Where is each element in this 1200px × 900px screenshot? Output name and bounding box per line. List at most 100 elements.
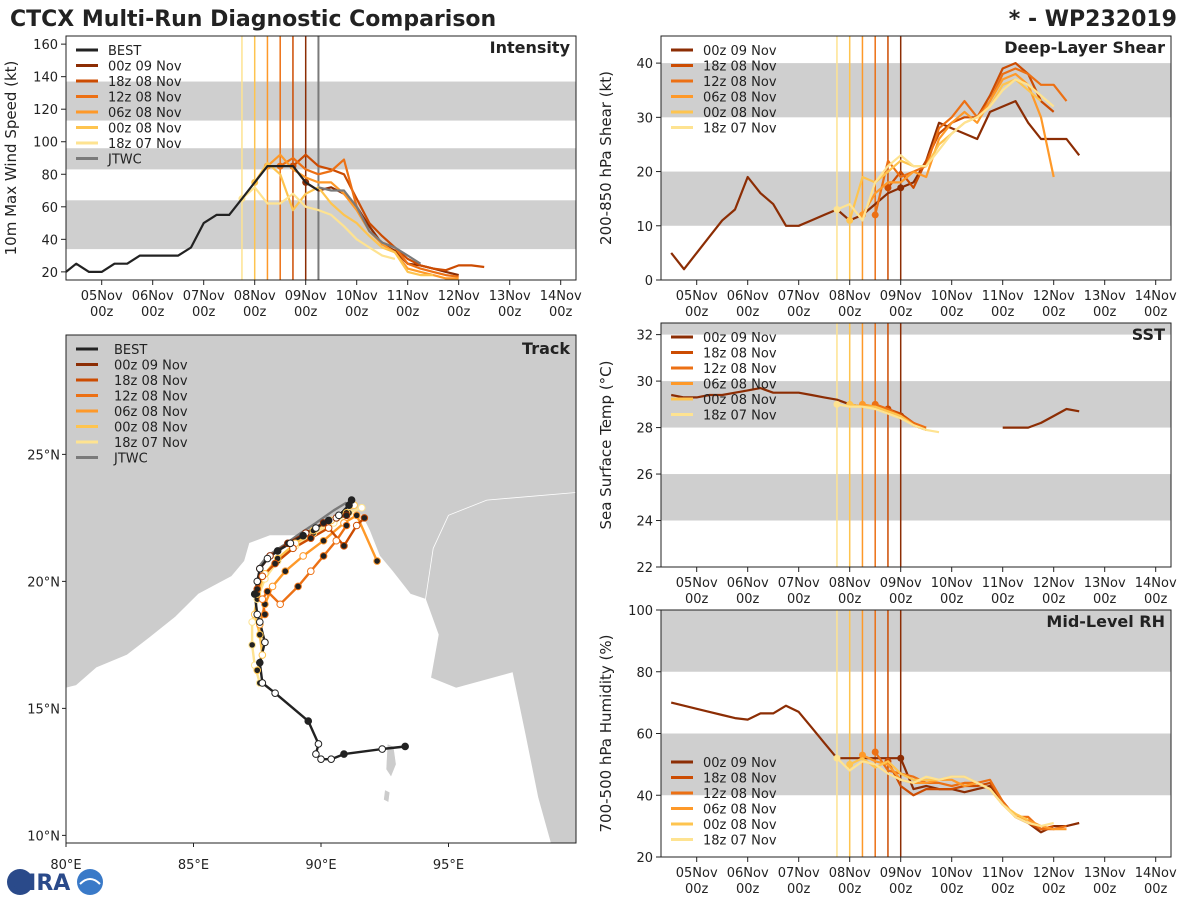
y-axis-label: Sea Surface Temp (°C) — [597, 360, 615, 529]
legend-label: 06z 08 Nov — [114, 405, 188, 420]
x-tick-label-time: 00z — [447, 305, 471, 320]
series-line — [836, 403, 940, 434]
legend-label: 00z 09 Nov — [108, 60, 182, 75]
shade-band — [66, 148, 576, 170]
y-tick-label: 60 — [41, 201, 58, 216]
legend-label: BEST — [108, 44, 141, 59]
shade-band — [661, 610, 1171, 672]
track-point — [256, 658, 264, 667]
series-start-point — [897, 184, 905, 192]
legend-label: 18z 08 Nov — [703, 60, 777, 75]
track-point — [294, 582, 302, 591]
x-tick-label-date: 05Nov — [676, 576, 718, 591]
track-point — [256, 618, 264, 626]
series-start-point — [846, 216, 854, 224]
x-tick-label-date: 08Nov — [829, 289, 871, 304]
series-line — [670, 99, 1081, 271]
y-tick-label: 100 — [33, 136, 58, 151]
track-point — [332, 536, 341, 545]
legend-label: 12z 08 Nov — [703, 362, 777, 377]
x-tick-label-time: 00z — [1144, 882, 1168, 897]
y-tick-label: 80 — [41, 168, 58, 183]
y-axis-label: 10m Max Wind Speed (kt) — [2, 61, 20, 256]
x-tick-label-date: 07Nov — [778, 576, 820, 591]
track-point — [342, 521, 351, 530]
track-point — [335, 511, 343, 520]
x-tick-label-date: 11Nov — [982, 289, 1024, 304]
legend-label: 00z 08 Nov — [703, 818, 777, 833]
y-tick-label: 24 — [636, 515, 653, 530]
x-tick-label-time: 00z — [396, 305, 420, 320]
land-mass — [66, 335, 576, 843]
y-tick-label: 80 — [636, 666, 653, 681]
x-tick-label-time: 00z — [549, 305, 573, 320]
legend-label: 00z 09 Nov — [114, 359, 188, 374]
x-tick-label-date: 07Nov — [778, 289, 820, 304]
track-point — [319, 552, 328, 560]
x-tick-label-time: 00z — [889, 592, 913, 607]
island — [383, 789, 391, 803]
y-tick-label: 22 — [636, 561, 653, 576]
legend-label: 00z 09 Nov — [703, 756, 777, 771]
x-tick-label-date: 11Nov — [387, 289, 429, 304]
series-line — [861, 72, 1055, 216]
series-start-point — [833, 400, 841, 408]
legend-label: 18z 08 Nov — [703, 347, 777, 362]
x-tick-label-time: 00z — [838, 592, 862, 607]
track-point — [268, 582, 277, 591]
track-point — [312, 750, 320, 758]
track-point — [352, 521, 361, 530]
x-tick-label-time: 00z — [345, 305, 369, 320]
track-point — [360, 514, 369, 522]
track-point — [342, 511, 351, 520]
track-point — [307, 567, 315, 576]
track-point — [253, 666, 262, 675]
y-tick-label: 20 — [636, 851, 653, 866]
figure-title: CTCX Multi-Run Diagnostic Comparison — [10, 7, 496, 32]
x-tick-label-time: 00z — [787, 305, 811, 320]
track-point — [378, 745, 387, 753]
x-tick-label-date: 06Nov — [132, 289, 174, 304]
y-tick-label: 0 — [645, 274, 653, 289]
x-tick-label-date: 06Nov — [727, 576, 769, 591]
legend-label: 00z 09 Nov — [703, 331, 777, 346]
track-point — [258, 651, 267, 659]
logo-swirl-icon — [79, 878, 101, 885]
track-point — [340, 542, 348, 550]
legend-label: 06z 08 Nov — [703, 378, 777, 393]
shear-panel: 01020304005Nov00z06Nov00z07Nov00z08Nov00… — [597, 35, 1177, 320]
x-tick-label-date: 09Nov — [880, 289, 922, 304]
legend-label: JTWC — [113, 452, 148, 467]
track-point — [347, 496, 356, 504]
track-point — [327, 755, 336, 763]
series-start-point — [871, 748, 879, 756]
x-tick-label-time: 00z — [889, 305, 913, 320]
legend-label: 12z 08 Nov — [703, 75, 777, 90]
x-tick-label-time: 00z — [685, 882, 709, 897]
shade-band — [66, 200, 576, 250]
track-point — [263, 554, 272, 563]
x-tick-label-time: 00z — [1144, 592, 1168, 607]
track-point — [324, 516, 333, 525]
x-tick-label-time: 00z — [1093, 882, 1117, 897]
shade-band — [661, 323, 1171, 335]
track-point — [248, 618, 256, 626]
series-line — [292, 153, 485, 272]
x-tick-label-date: 12Nov — [1033, 289, 1075, 304]
series-line — [65, 165, 319, 273]
series-line — [874, 67, 1068, 216]
x-tick-label-time: 00z — [787, 882, 811, 897]
shade-band — [66, 81, 576, 121]
series-start-point — [833, 206, 841, 214]
track-point — [304, 717, 313, 725]
panel-title: Intensity — [490, 38, 571, 57]
x-tick-label-time: 00z — [294, 305, 318, 320]
x-tick-label-time: 00z — [685, 305, 709, 320]
legend-label: 18z 07 Nov — [108, 137, 182, 152]
track-point — [358, 503, 366, 512]
x-tick-label-date: 09Nov — [880, 866, 922, 881]
island — [385, 743, 397, 778]
legend-label: 12z 08 Nov — [703, 787, 777, 802]
x-tick-label-date: 14Nov — [1135, 866, 1177, 881]
